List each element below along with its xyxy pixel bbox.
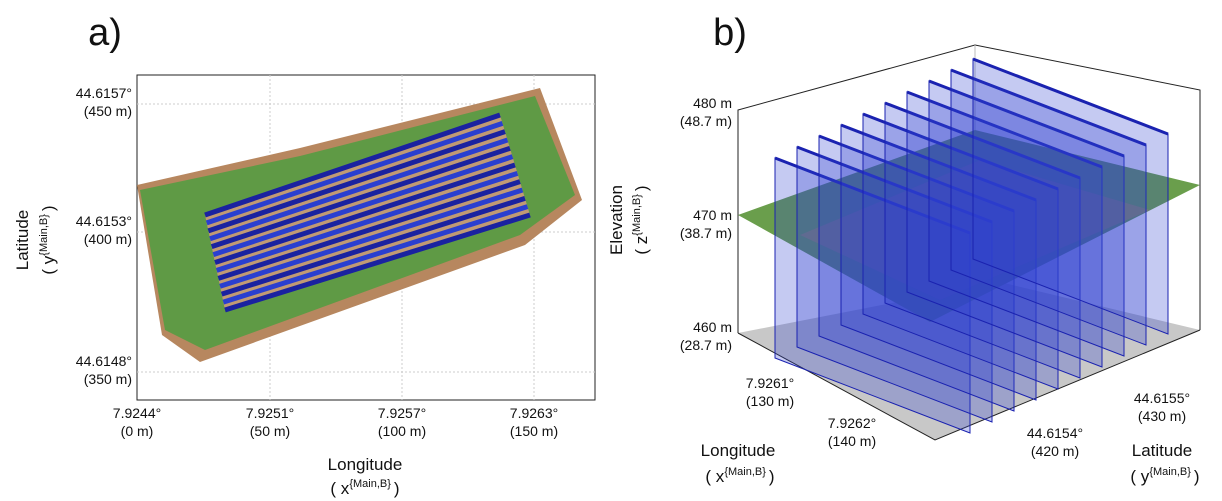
symbol: ) xyxy=(39,205,58,211)
axis-symbol: ( y{Main,B}) xyxy=(1130,466,1199,486)
vine-row xyxy=(215,170,519,273)
slice-top xyxy=(774,156,971,235)
vine-row xyxy=(209,137,509,242)
slice-top xyxy=(928,79,1125,158)
tick-label: 44.6157° xyxy=(76,85,132,101)
vine-row xyxy=(222,204,529,305)
axis-symbol: ( z{Main,B}) xyxy=(631,185,651,254)
superscript: {Main,B} xyxy=(349,478,391,490)
vine-row xyxy=(219,187,524,289)
axis-symbol: ( x{Main,B}) xyxy=(705,466,774,486)
vine-row xyxy=(220,195,526,297)
symbol: ( x xyxy=(330,479,349,498)
superscript: {Main,B} xyxy=(38,214,50,256)
tick-label: 7.9251° xyxy=(246,405,294,421)
tick-label: 44.6155° xyxy=(1134,390,1190,406)
panel-a-axes xyxy=(136,74,596,401)
tick-label: 44.6154° xyxy=(1027,425,1083,441)
symbol: ( x xyxy=(705,467,724,486)
symbol: ) xyxy=(632,185,651,191)
vine-row xyxy=(207,129,506,234)
slice-top xyxy=(818,134,1015,213)
tick-label: (100 m) xyxy=(378,423,426,439)
superscript: {Main,B} xyxy=(1149,466,1191,478)
axis-title: Elevation xyxy=(607,185,626,255)
tick-label: 7.9244° xyxy=(113,405,161,421)
tick-label: 44.6153° xyxy=(76,213,132,229)
vine-row xyxy=(212,154,514,257)
tick-label: (50 m) xyxy=(250,423,290,439)
axis-title: Longitude xyxy=(328,455,403,474)
vine-row xyxy=(214,162,516,265)
panel-label: b) xyxy=(713,12,747,54)
symbol: ( y xyxy=(39,255,58,274)
tick-label: (0 m) xyxy=(121,423,154,439)
axis-title: Latitude xyxy=(13,210,32,271)
panel-b-axes xyxy=(737,44,1201,441)
tick-label: (28.7 m) xyxy=(680,337,732,353)
symbol: ( z xyxy=(632,236,651,255)
tick-label: (450 m) xyxy=(84,103,132,119)
tick-label: (140 m) xyxy=(828,433,876,449)
vine-row xyxy=(210,145,511,250)
axis-title: Latitude xyxy=(1132,441,1193,460)
superscript: {Main,B} xyxy=(724,466,766,478)
tick-label: (400 m) xyxy=(84,231,132,247)
axis-symbol: ( y{Main,B}) xyxy=(38,205,58,274)
slice-top xyxy=(950,68,1147,147)
slice-top xyxy=(840,123,1037,202)
tick-label: (48.7 m) xyxy=(680,113,732,129)
tick-label: (150 m) xyxy=(510,423,558,439)
tick-label: 460 m xyxy=(693,319,732,335)
slice-top xyxy=(906,90,1103,169)
tick-label: (130 m) xyxy=(746,393,794,409)
tick-label: 470 m xyxy=(693,207,732,223)
tick-label: (350 m) xyxy=(84,371,132,387)
vine-row xyxy=(217,179,521,281)
tick-label: (420 m) xyxy=(1031,443,1079,459)
slice-top xyxy=(972,57,1169,136)
symbol: ) xyxy=(769,467,775,486)
symbol: ) xyxy=(1194,467,1200,486)
superscript: {Main,B} xyxy=(631,194,643,236)
tick-label: 44.6148° xyxy=(76,353,132,369)
tick-label: 7.9263° xyxy=(510,405,558,421)
slice-top xyxy=(862,112,1059,191)
tick-label: 7.9262° xyxy=(828,415,876,431)
slice-top xyxy=(796,145,993,224)
tick-label: 7.9257° xyxy=(378,405,426,421)
tick-label: 7.9261° xyxy=(746,375,794,391)
tick-label: (38.7 m) xyxy=(680,225,732,241)
vine-row xyxy=(204,112,501,218)
panel-label: a) xyxy=(88,12,122,54)
tick-label: (430 m) xyxy=(1138,408,1186,424)
vine-row xyxy=(205,120,504,226)
symbol: ( y xyxy=(1130,467,1149,486)
slice-top xyxy=(884,101,1081,180)
axis-symbol: ( x{Main,B}) xyxy=(330,478,399,498)
axis-title: Longitude xyxy=(701,441,776,460)
vine-row xyxy=(224,212,531,313)
tick-label: 480 m xyxy=(693,95,732,111)
symbol: ) xyxy=(394,479,400,498)
